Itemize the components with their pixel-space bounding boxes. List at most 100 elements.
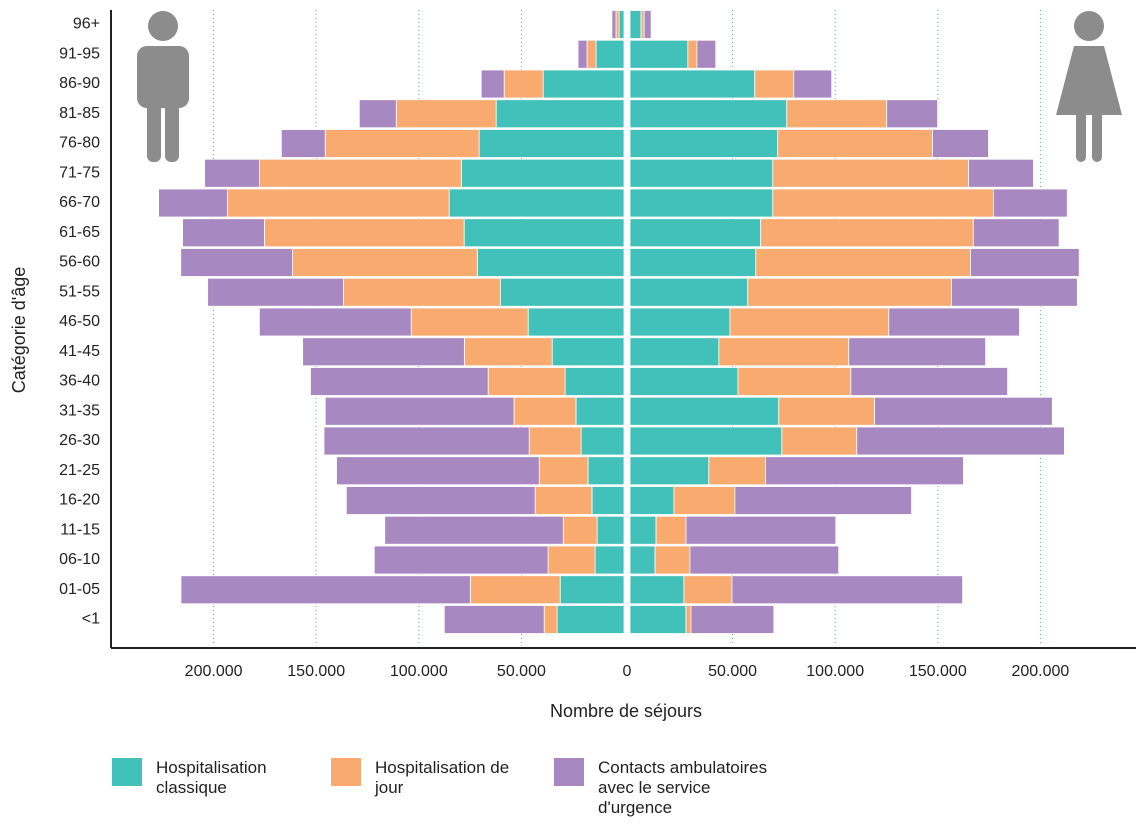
- bar-right: [690, 605, 775, 634]
- x-tick-label: 150.000: [287, 663, 345, 680]
- bar-right: [629, 218, 762, 248]
- bar-left: [559, 575, 625, 605]
- bar-left: [591, 486, 625, 515]
- bar-right: [629, 158, 774, 188]
- bar-left: [587, 456, 625, 486]
- bar-right: [629, 188, 774, 218]
- legend-item: Hospitalisation classique: [112, 758, 306, 798]
- bar-left: [503, 69, 544, 99]
- bar-left: [551, 337, 625, 367]
- legend-label: Contacts ambulatoires avec le service d'…: [598, 758, 768, 817]
- y-tick-label: 86-90: [59, 75, 100, 92]
- bar-right: [856, 426, 1065, 456]
- legend-swatch: [554, 758, 584, 786]
- bar-left: [463, 337, 553, 367]
- bar-left: [460, 158, 625, 188]
- bar-left: [324, 129, 480, 158]
- bar-right: [629, 277, 749, 307]
- x-tick-label: 50.000: [708, 663, 757, 680]
- y-tick-label: 66-70: [59, 194, 100, 211]
- bar-right: [848, 337, 987, 367]
- bar-left: [336, 456, 540, 486]
- y-tick-label: 51-55: [59, 283, 100, 300]
- bar-right: [970, 248, 1080, 277]
- bar-right: [629, 69, 756, 99]
- bar-left: [345, 486, 536, 515]
- bar-left: [564, 367, 625, 396]
- female-icon: [1056, 11, 1122, 162]
- male-icon: [137, 11, 189, 162]
- bar-right: [772, 158, 969, 188]
- bar-right: [737, 367, 852, 396]
- bar-left: [258, 307, 412, 337]
- bar-left: [618, 10, 625, 39]
- bar-right: [629, 367, 739, 396]
- y-tick-label: 16-20: [59, 492, 100, 509]
- bar-left: [528, 426, 582, 456]
- y-tick-label: 56-60: [59, 254, 100, 271]
- bar-right: [932, 129, 989, 158]
- bar-left: [384, 515, 564, 545]
- y-tick-label: 96+: [73, 16, 100, 33]
- bar-right: [754, 69, 795, 99]
- bar-left: [292, 248, 478, 277]
- bar-right: [718, 337, 850, 367]
- bar-right: [729, 307, 890, 337]
- bar-left: [259, 158, 462, 188]
- bar-left: [527, 307, 625, 337]
- bar-left: [562, 515, 598, 545]
- bar-left: [542, 69, 625, 99]
- bar-left: [478, 129, 625, 158]
- bar-left: [596, 515, 625, 545]
- y-tick-label: 46-50: [59, 313, 100, 330]
- bar-right: [685, 515, 837, 545]
- y-tick-label: 76-80: [59, 135, 100, 152]
- x-tick-label: 100.000: [806, 663, 864, 680]
- bar-right: [786, 99, 888, 129]
- bar-left: [595, 39, 625, 69]
- bar-right: [747, 277, 952, 307]
- bar-left: [182, 218, 265, 248]
- bar-left: [580, 426, 625, 456]
- bar-left: [476, 248, 625, 277]
- bar-right: [629, 39, 689, 69]
- bar-right: [629, 99, 788, 129]
- bar-left: [543, 605, 558, 634]
- bar-left: [495, 99, 625, 129]
- bar-right: [629, 515, 657, 545]
- bar-left: [538, 456, 589, 486]
- bar-right: [850, 367, 1008, 396]
- legend-swatch: [112, 758, 142, 786]
- bar-right: [629, 307, 731, 337]
- bar-left: [448, 188, 625, 218]
- legend-label: Hospitalisation classique: [156, 758, 267, 797]
- bar-left: [358, 99, 397, 129]
- y-tick-label: 01-05: [59, 581, 100, 598]
- bar-right: [951, 277, 1078, 307]
- bar-right: [888, 307, 1020, 337]
- bar-left: [158, 188, 228, 218]
- bar-right: [708, 456, 767, 486]
- bar-right: [629, 337, 720, 367]
- y-tick-label: 11-15: [60, 521, 100, 538]
- bar-right: [731, 575, 964, 605]
- bar-left: [499, 277, 625, 307]
- bar-right: [629, 426, 783, 456]
- bar-right: [685, 605, 692, 634]
- bar-left: [513, 396, 577, 426]
- bar-left: [395, 99, 497, 129]
- bar-left: [575, 396, 625, 426]
- bar-left: [586, 39, 597, 69]
- legend-item: Contacts ambulatoires avec le service d'…: [554, 758, 768, 818]
- y-tick-label: 36-40: [59, 373, 100, 390]
- bar-right: [777, 129, 933, 158]
- bar-left: [556, 605, 625, 634]
- bar-left: [180, 575, 471, 605]
- bar-right: [772, 188, 994, 218]
- bar-right: [765, 456, 964, 486]
- bar-left: [280, 129, 326, 158]
- x-tick-label: 50.000: [497, 663, 546, 680]
- x-tick-label: 0: [623, 663, 632, 680]
- bar-left: [180, 248, 294, 277]
